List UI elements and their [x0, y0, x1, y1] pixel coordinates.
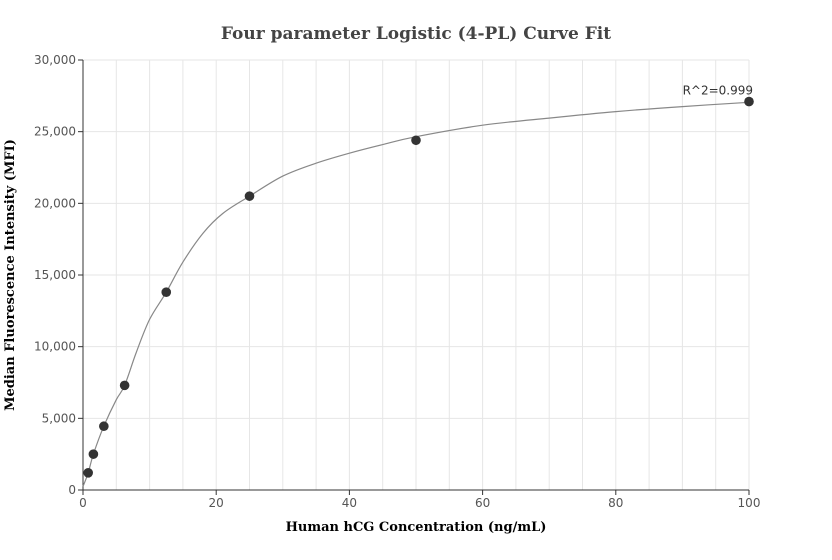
x-tick-label: 20: [209, 496, 224, 510]
x-axis-title: Human hCG Concentration (ng/mL): [286, 520, 547, 535]
y-tick-label: 30,000: [34, 53, 76, 67]
fit-curve-line: [82, 101, 750, 487]
chart-title: Four parameter Logistic (4-PL) Curve Fit: [221, 24, 611, 44]
y-tick-label: 15,000: [34, 268, 76, 282]
grid-lines: [82, 59, 750, 491]
data-points: [83, 96, 754, 478]
x-tick-label: 40: [342, 496, 357, 510]
data-point: [244, 191, 255, 201]
r-squared-annotation: R^2=0.999: [683, 84, 753, 98]
y-tick-label: 25,000: [34, 125, 76, 139]
data-point: [99, 421, 109, 432]
x-tick-label: 80: [608, 496, 623, 510]
data-point: [88, 449, 99, 459]
y-tick-label: 5,000: [42, 411, 76, 425]
data-point: [83, 468, 93, 478]
tick-labels: 0 5,000 10,000 15,000 20,000 25,000 30,000 0 20 4…: [34, 53, 760, 510]
y-axis-title: Median Fluorescence Intensity (MFI): [3, 139, 18, 411]
annotations: R^2=0.999: [683, 84, 753, 98]
axes: [78, 59, 750, 495]
data-point: [411, 135, 421, 146]
x-tick-label: 60: [475, 496, 490, 510]
y-tick-label: 20,000: [34, 196, 76, 210]
y-tick-label: 0: [68, 483, 76, 497]
y-tick-label: 10,000: [34, 340, 76, 354]
x-tick-label: 0: [79, 496, 87, 510]
data-point: [744, 96, 754, 107]
data-point: [161, 287, 172, 298]
data-point: [119, 380, 130, 391]
x-tick-label: 100: [738, 496, 761, 510]
